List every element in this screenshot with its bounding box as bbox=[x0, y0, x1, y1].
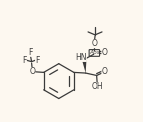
Text: O: O bbox=[91, 39, 97, 48]
Text: O: O bbox=[102, 67, 107, 76]
Text: O: O bbox=[29, 67, 35, 76]
Text: F: F bbox=[28, 48, 32, 57]
Text: F: F bbox=[22, 56, 27, 65]
FancyBboxPatch shape bbox=[89, 50, 100, 56]
Text: HN: HN bbox=[75, 53, 87, 62]
Text: Abs: Abs bbox=[89, 51, 100, 56]
Text: OH: OH bbox=[92, 82, 103, 91]
Polygon shape bbox=[82, 60, 86, 73]
Text: F: F bbox=[35, 56, 40, 65]
Text: O: O bbox=[102, 48, 107, 56]
